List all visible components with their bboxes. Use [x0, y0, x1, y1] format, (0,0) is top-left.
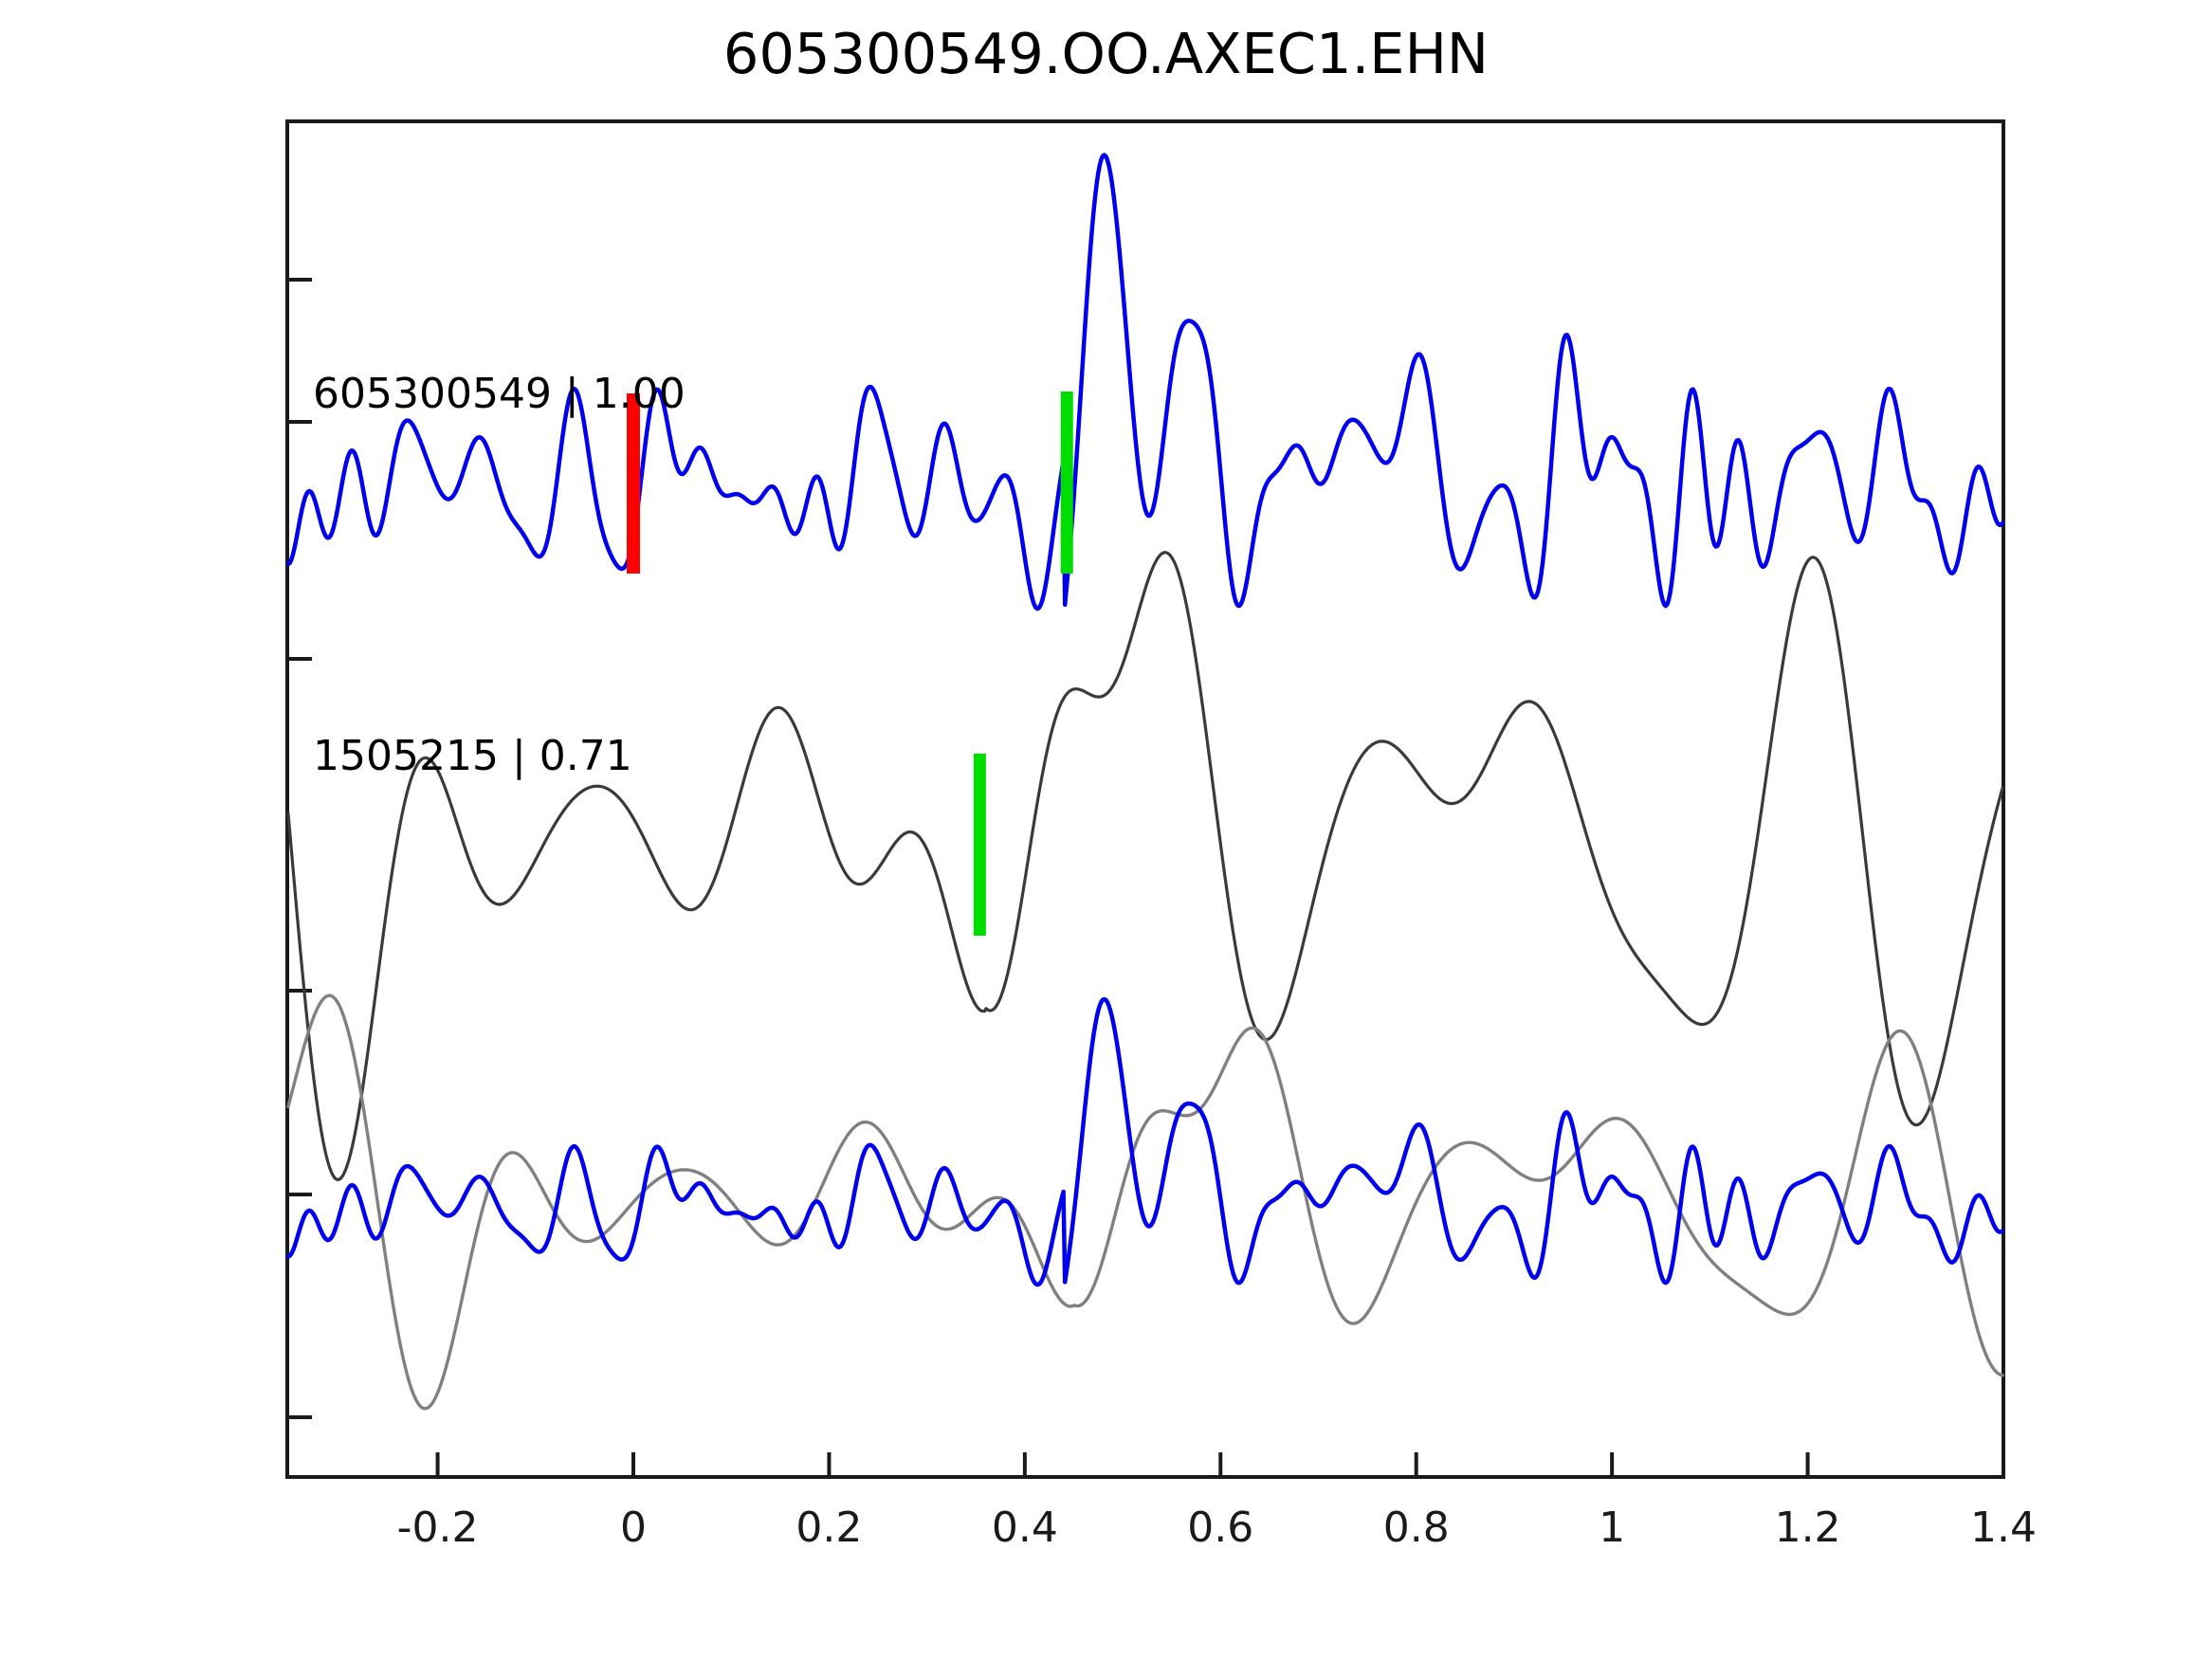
x-tick-label: 1.4	[1970, 1504, 2037, 1552]
trace-labels: 605300549 | 1.00 1505215 | 0.71	[313, 370, 686, 780]
x-tick-label: 1	[1599, 1504, 1625, 1552]
x-tick-label: 0.4	[992, 1504, 1058, 1552]
page-title: 605300549.OO.AXEC1.EHN	[722, 21, 1490, 86]
red-pick-marker	[627, 393, 640, 574]
x-tick-label: 0.6	[1187, 1504, 1253, 1552]
trace-2-detection-grey	[286, 551, 2004, 1181]
axes-frame	[285, 119, 2005, 1479]
trace-1-label: 605300549 | 1.00	[313, 370, 686, 418]
pick-markers	[627, 392, 1073, 936]
trace-3-overlay-blue	[285, 996, 2005, 1287]
trace-2-label: 1505215 | 0.71	[313, 732, 632, 780]
green-pick-marker	[1060, 392, 1073, 574]
x-tick-label: -0.2	[397, 1504, 479, 1552]
x-tick-label: 1.2	[1775, 1504, 1841, 1552]
y-axis-ticks	[287, 278, 312, 1419]
x-axis-ticks: -0.2 0 0.2 0.4 0.6 0.8 1 1.2 1.4	[397, 1452, 2037, 1552]
x-tick-label: 0.2	[795, 1504, 862, 1552]
waveform-traces	[285, 153, 2005, 1411]
trace-3-overlay-grey	[286, 994, 2004, 1411]
green-pick-marker	[973, 754, 986, 936]
trace-1-template-blue	[285, 153, 2005, 611]
x-tick-label: 0	[620, 1504, 647, 1552]
x-tick-label: 0.8	[1383, 1504, 1450, 1552]
